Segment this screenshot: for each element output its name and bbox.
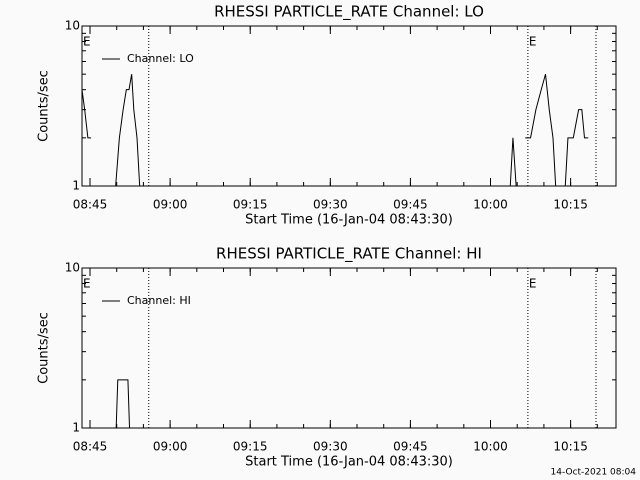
x-tick-label: 09:30 <box>313 198 348 212</box>
x-tick-label: 09:15 <box>233 198 268 212</box>
x-tick-label: 08:45 <box>73 440 108 454</box>
x-tick-label: 09:00 <box>153 440 188 454</box>
chart-title: RHESSI PARTICLE_RATE Channel: HI <box>216 245 482 264</box>
event-label: E <box>83 35 91 49</box>
y-axis-label: Counts/sec <box>37 70 52 142</box>
x-tick-label: 09:45 <box>393 440 428 454</box>
x-tick-label: 09:30 <box>313 440 348 454</box>
x-tick-label: 10:00 <box>473 440 508 454</box>
x-tick-label: 10:15 <box>553 440 588 454</box>
event-label: E <box>529 277 537 291</box>
data-line <box>115 379 131 429</box>
plot-frame <box>81 25 617 187</box>
data-line <box>81 74 589 187</box>
x-tick-label: 10:15 <box>553 198 588 212</box>
y-axis-label: Counts/sec <box>37 312 52 384</box>
y-tick-label: 10 <box>65 19 80 33</box>
footer: 14-Oct-2021 08:04 <box>551 468 637 478</box>
x-tick-label: 09:00 <box>153 198 188 212</box>
x-tick-label: 10:00 <box>473 198 508 212</box>
event-label: E <box>83 277 91 291</box>
x-tick-label: 09:15 <box>233 440 268 454</box>
chart-title: RHESSI PARTICLE_RATE Channel: LO <box>214 3 484 22</box>
x-axis-label: Start Time (16-Jan-04 08:43:30) <box>245 213 453 228</box>
legend-label: Channel: HI <box>127 294 191 307</box>
legend-label: Channel: LO <box>127 52 194 65</box>
x-tick-label: 08:45 <box>73 198 108 212</box>
x-tick-label: 09:45 <box>393 198 428 212</box>
y-tick-label: 1 <box>72 179 80 193</box>
y-tick-label: 10 <box>65 261 80 275</box>
plot-frame <box>81 267 617 429</box>
event-label: E <box>529 35 537 49</box>
y-tick-label: 1 <box>72 421 80 435</box>
x-axis-label: Start Time (16-Jan-04 08:43:30) <box>245 455 453 470</box>
